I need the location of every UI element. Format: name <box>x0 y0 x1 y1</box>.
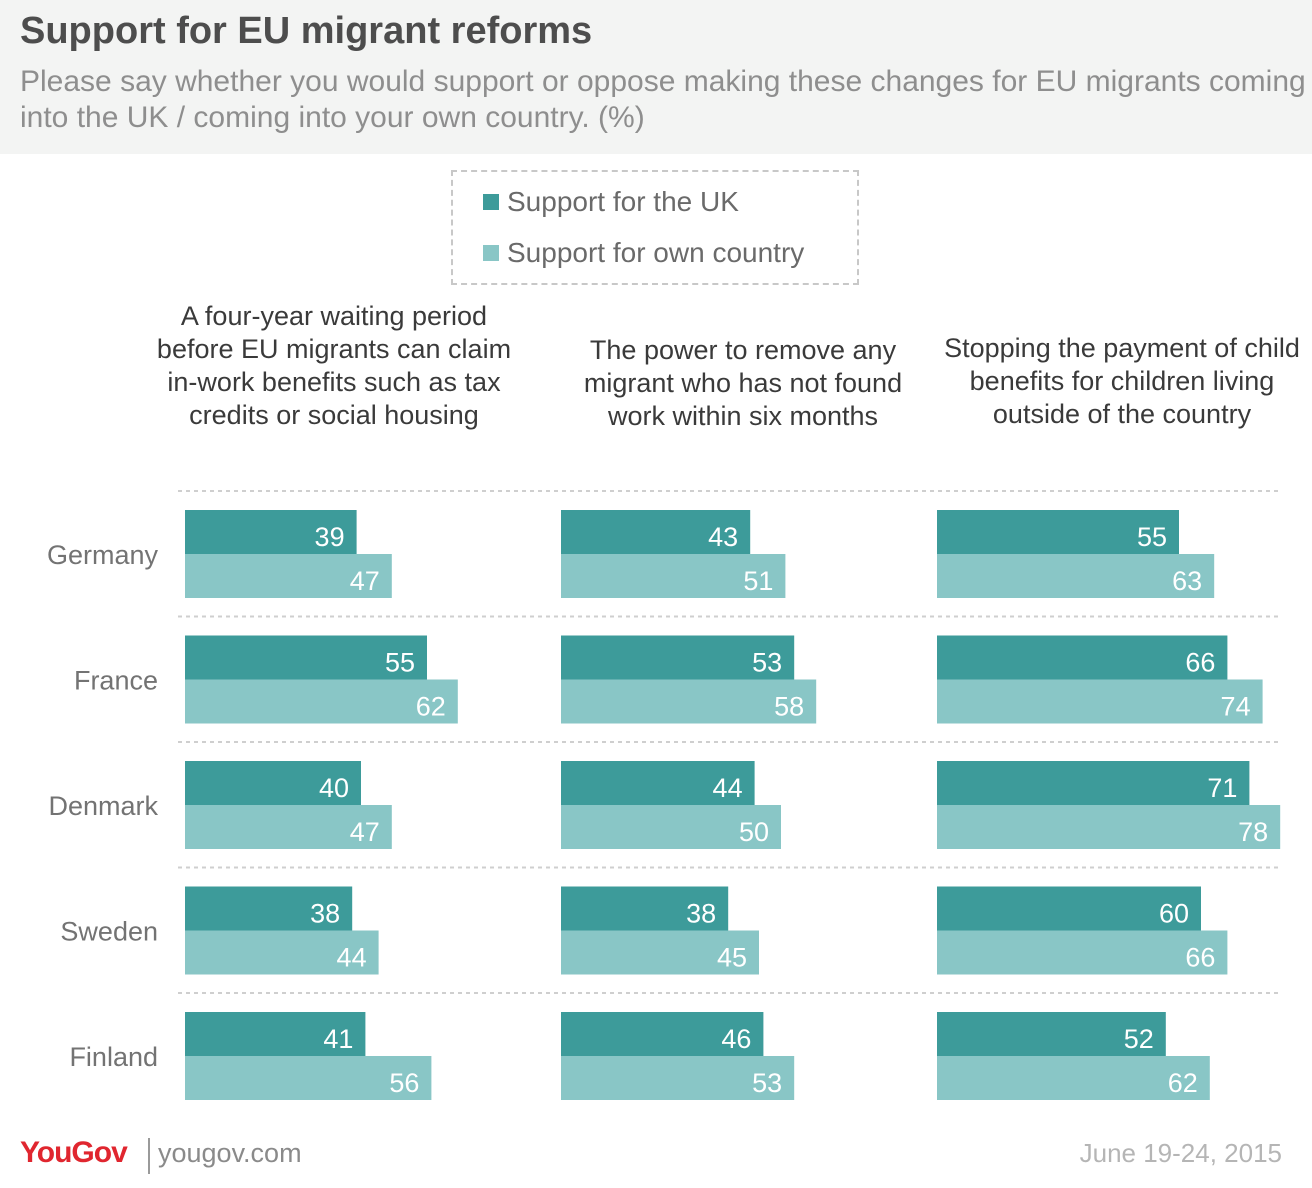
legend-label-uk: Support for the UK <box>507 186 739 217</box>
bar-uk-sweden-panel-1 <box>185 886 353 931</box>
legend-swatch-uk <box>483 194 499 210</box>
value-label-uk-sweden-panel-1: 38 <box>310 899 340 929</box>
bar-uk-denmark-panel-1 <box>185 761 361 805</box>
value-label-uk-france-panel-3: 66 <box>1185 648 1215 678</box>
bar-uk-germany-panel-1 <box>185 510 357 554</box>
value-label-own-country-denmark-panel-3: 78 <box>1238 817 1268 847</box>
bar-uk-finland-panel-3 <box>937 1012 1166 1056</box>
value-label-own-country-france-panel-2: 58 <box>774 692 804 722</box>
panel-title-waiting-period: A four-year waiting period before EU mig… <box>156 301 512 430</box>
value-label-uk-france-panel-1: 55 <box>385 648 415 678</box>
panel-title-child-benefits: Stopping the payment of child benefits f… <box>944 333 1300 429</box>
footer-url: yougov.com <box>158 1138 302 1168</box>
bar-own-country-finland-panel-3 <box>937 1056 1210 1100</box>
bar-uk-france-panel-3 <box>937 635 1228 680</box>
bar-own-country-france-panel-2 <box>561 679 817 724</box>
country-label-germany: Germany <box>47 540 159 570</box>
value-label-uk-germany-panel-1: 39 <box>315 522 345 552</box>
bar-own-country-denmark-panel-2 <box>561 805 781 849</box>
value-label-own-country-sweden-panel-3: 66 <box>1185 943 1215 973</box>
value-label-uk-finland-panel-2: 46 <box>721 1024 751 1054</box>
country-label-france: France <box>74 666 158 696</box>
value-label-own-country-denmark-panel-2: 50 <box>739 817 769 847</box>
bar-uk-denmark-panel-2 <box>561 761 755 805</box>
bar-own-country-denmark-panel-3 <box>937 805 1281 849</box>
value-label-own-country-france-panel-1: 62 <box>416 692 446 722</box>
value-label-own-country-finland-panel-2: 53 <box>752 1068 782 1098</box>
legend-label-own-country: Support for own country <box>507 237 805 268</box>
bar-uk-france-panel-1 <box>185 635 427 680</box>
bar-uk-denmark-panel-3 <box>937 761 1250 805</box>
value-label-uk-denmark-panel-1: 40 <box>319 773 349 803</box>
country-label-denmark: Denmark <box>48 791 158 821</box>
header-band: Support for EU migrant reforms Please sa… <box>0 0 1312 154</box>
value-label-own-country-sweden-panel-1: 44 <box>337 943 367 973</box>
bar-uk-sweden-panel-3 <box>937 886 1201 931</box>
value-label-own-country-finland-panel-3: 62 <box>1168 1068 1198 1098</box>
legend-item-uk: Support for the UK <box>483 184 739 220</box>
value-label-own-country-denmark-panel-1: 47 <box>350 817 380 847</box>
value-label-own-country-germany-panel-2: 51 <box>743 566 773 596</box>
legend-item-own-country: Support for own country <box>483 235 804 271</box>
value-label-own-country-sweden-panel-2: 45 <box>717 943 747 973</box>
chart-subtitle: Please say whether you would support or … <box>20 65 1306 134</box>
bar-own-country-sweden-panel-1 <box>185 930 379 975</box>
bar-uk-sweden-panel-2 <box>561 886 729 931</box>
bar-own-country-france-panel-1 <box>185 679 458 724</box>
value-label-own-country-france-panel-3: 74 <box>1221 692 1251 722</box>
bar-own-country-sweden-panel-2 <box>561 930 759 975</box>
value-label-own-country-germany-panel-3: 63 <box>1172 566 1202 596</box>
bar-uk-germany-panel-3 <box>937 510 1179 554</box>
value-label-uk-france-panel-2: 53 <box>752 648 782 678</box>
panel-title-remove-migrant: The power to remove any migrant who has … <box>583 335 903 431</box>
value-label-uk-finland-panel-3: 52 <box>1124 1024 1154 1054</box>
bar-uk-finland-panel-1 <box>185 1012 366 1056</box>
footer-divider <box>148 1138 150 1174</box>
bar-uk-finland-panel-2 <box>561 1012 764 1056</box>
value-label-own-country-finland-panel-1: 56 <box>389 1068 419 1098</box>
survey-date: June 19-24, 2015 <box>1079 1138 1282 1168</box>
bar-own-country-france-panel-3 <box>937 679 1263 724</box>
chart-title: Support for EU migrant reforms <box>20 10 593 52</box>
value-label-uk-finland-panel-1: 41 <box>323 1024 353 1054</box>
bar-own-country-germany-panel-2 <box>561 554 786 598</box>
bar-own-country-germany-panel-1 <box>185 554 392 598</box>
bar-own-country-germany-panel-3 <box>937 554 1215 598</box>
value-label-uk-sweden-panel-2: 38 <box>686 899 716 929</box>
value-label-uk-germany-panel-3: 55 <box>1137 522 1167 552</box>
value-label-uk-denmark-panel-3: 71 <box>1207 773 1237 803</box>
bar-own-country-denmark-panel-1 <box>185 805 392 849</box>
bar-uk-france-panel-2 <box>561 635 795 680</box>
value-label-uk-sweden-panel-3: 60 <box>1159 899 1189 929</box>
country-label-sweden: Sweden <box>60 917 158 947</box>
value-label-uk-germany-panel-2: 43 <box>708 522 738 552</box>
bar-own-country-finland-panel-2 <box>561 1056 795 1100</box>
bar-uk-germany-panel-2 <box>561 510 751 554</box>
legend-swatch-own-country <box>483 245 499 261</box>
bar-own-country-finland-panel-1 <box>185 1056 432 1100</box>
value-label-own-country-germany-panel-1: 47 <box>350 566 380 596</box>
country-label-finland: Finland <box>69 1042 158 1072</box>
legend: Support for the UK Support for own count… <box>451 170 859 285</box>
value-label-uk-denmark-panel-2: 44 <box>713 773 743 803</box>
yougov-logo: YouGov <box>20 1136 128 1169</box>
bar-own-country-sweden-panel-3 <box>937 930 1228 975</box>
